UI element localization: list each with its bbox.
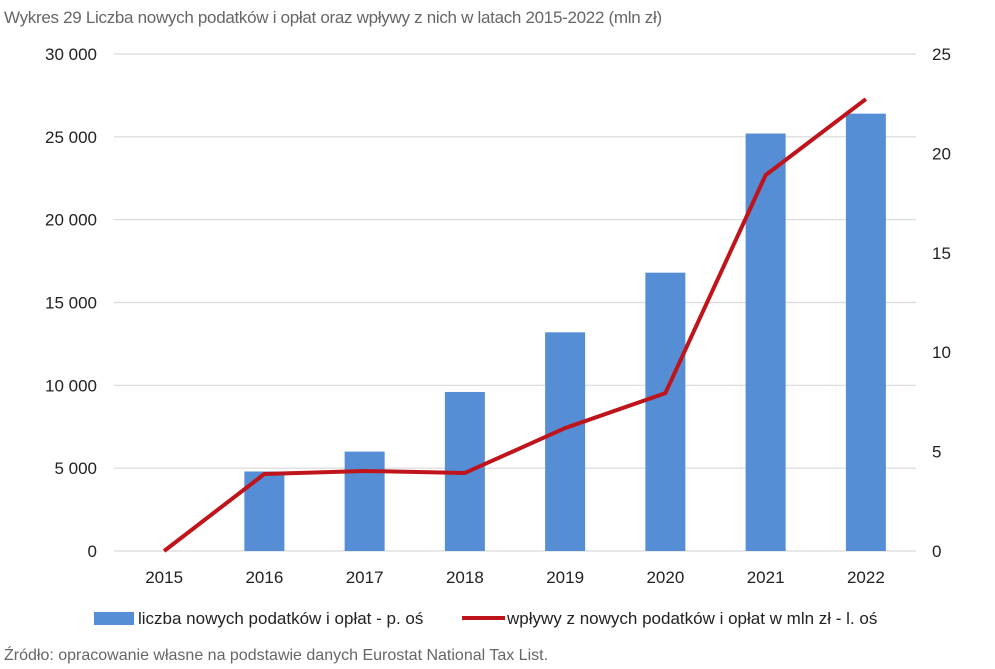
right-axis-tick-label: 20 <box>932 144 951 163</box>
chart-title: Wykres 29 Liczba nowych podatków i opłat… <box>4 8 662 27</box>
left-axis-tick-label: 30 000 <box>45 45 97 64</box>
right-axis-tick-label: 15 <box>932 244 951 263</box>
x-axis-tick-label: 2016 <box>245 568 283 587</box>
x-axis-tick-label: 2021 <box>747 568 785 587</box>
left-axis-tick-label: 15 000 <box>45 294 97 313</box>
chart-source: Źródło: opracowanie własne na podstawie … <box>4 647 549 664</box>
right-axis-tick-label: 5 <box>932 443 941 462</box>
left-axis-tick-label: 25 000 <box>45 128 97 147</box>
legend-bar-label: liczba nowych podatków i opłat - p. oś <box>138 609 423 628</box>
right-axis-tick-label: 25 <box>932 45 951 64</box>
legend-line-label: wpływy z nowych podatków i opłat w mln z… <box>506 609 877 628</box>
right-axis-tick-label: 0 <box>932 542 941 561</box>
x-axis-tick-label: 2015 <box>145 568 183 587</box>
left-axis-tick-label: 10 000 <box>45 376 97 395</box>
bar <box>344 451 385 551</box>
right-axis-tick-label: 10 <box>932 343 951 362</box>
x-axis-tick-label: 2017 <box>346 568 384 587</box>
x-axis-tick-label: 2019 <box>546 568 584 587</box>
x-axis-tick-label: 2020 <box>646 568 684 587</box>
bar <box>645 272 686 551</box>
chart-svg: 0 5 000 10 000 15 000 20 000 25 000 30 000 0 5 10… <box>45 45 951 628</box>
x-axis-tick-label: 2018 <box>446 568 484 587</box>
bar <box>745 133 786 551</box>
legend-bar-swatch <box>94 612 134 625</box>
left-axis-tick-label: 0 <box>88 542 97 561</box>
x-axis-tick-label: 2022 <box>847 568 885 587</box>
left-axis-tick-label: 5 000 <box>54 459 97 478</box>
line-series <box>162 97 868 553</box>
bar <box>545 332 586 551</box>
bar <box>845 113 886 551</box>
left-axis-tick-label: 20 000 <box>45 211 97 230</box>
